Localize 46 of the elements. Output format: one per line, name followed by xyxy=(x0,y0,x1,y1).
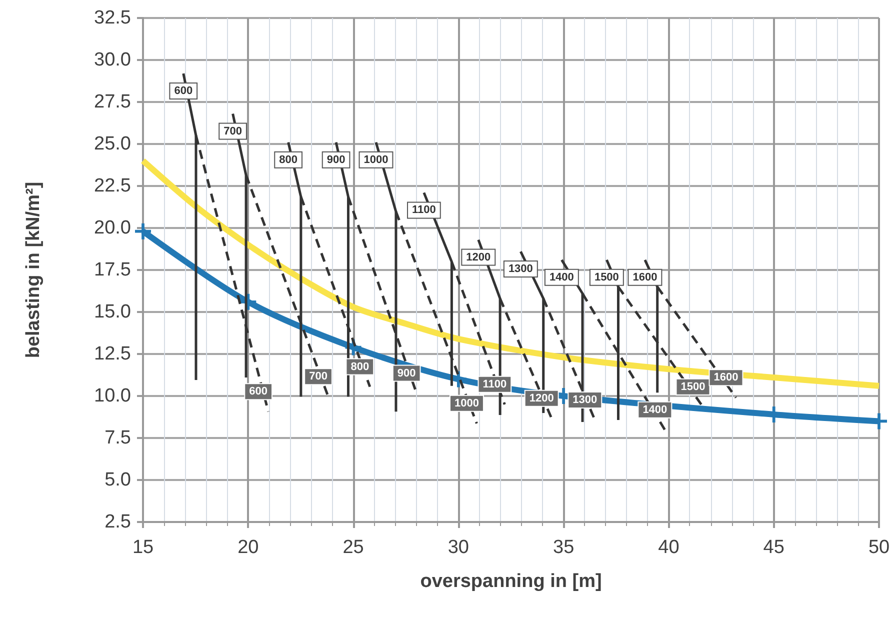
x-tick-label: 20 xyxy=(238,537,259,558)
y-tick-label: 32.5 xyxy=(94,8,131,28)
series-label: 600 xyxy=(249,386,268,398)
series-label: 1300 xyxy=(508,263,533,276)
series-label: 700 xyxy=(224,125,242,138)
x-tick-label: 35 xyxy=(553,537,574,558)
series-label: 800 xyxy=(279,154,298,166)
point xyxy=(135,223,151,240)
series-label: 1600 xyxy=(714,372,738,384)
y-tick-label: 12.5 xyxy=(94,344,131,364)
series-label: 600 xyxy=(174,84,193,97)
y-tick-label: 5.0 xyxy=(104,470,131,490)
x-tick-label: 50 xyxy=(868,537,890,558)
series-label: 1200 xyxy=(466,251,491,264)
x-tick-label: 40 xyxy=(658,537,680,558)
x-tick-label: 15 xyxy=(132,537,154,558)
y-tick-label: 25.0 xyxy=(94,134,131,154)
series-label: 1100 xyxy=(482,378,507,390)
y-tick-label: 27.5 xyxy=(94,92,131,112)
series-label: 1000 xyxy=(454,397,479,410)
x-tick-label: 25 xyxy=(342,537,364,558)
series-label: 900 xyxy=(326,154,346,166)
x-tick-label: 45 xyxy=(763,537,784,558)
y-tick-label: 30.0 xyxy=(94,50,131,70)
series-label: 1400 xyxy=(642,404,668,416)
series-label: 1100 xyxy=(412,204,436,216)
y-axis-title: belasting in [kN/m²] xyxy=(23,182,44,358)
series-label: 700 xyxy=(309,370,328,383)
y-tick-label: 20.0 xyxy=(94,218,131,238)
series-label: 1000 xyxy=(364,154,388,166)
y-tick-label: 10.0 xyxy=(94,386,131,406)
series-label: 800 xyxy=(350,360,370,373)
y-tick-label: 7.5 xyxy=(104,428,131,448)
y-tick-label: 17.5 xyxy=(94,260,131,280)
y-tick-label: 15.0 xyxy=(94,302,131,322)
series-label: 1200 xyxy=(529,392,554,404)
series-label: 1500 xyxy=(680,380,706,393)
series-label: 1600 xyxy=(632,271,658,284)
series-label: 900 xyxy=(397,367,416,380)
y-tick-label: 2.5 xyxy=(104,512,131,532)
series-label: 1300 xyxy=(572,394,598,406)
x-axis-title: overspanning in [m] xyxy=(420,571,602,592)
series-label: 1500 xyxy=(594,271,619,284)
y-tick-label: 22.5 xyxy=(94,176,131,196)
x-tick-label: 30 xyxy=(448,537,469,558)
series-label: 1400 xyxy=(549,271,574,284)
